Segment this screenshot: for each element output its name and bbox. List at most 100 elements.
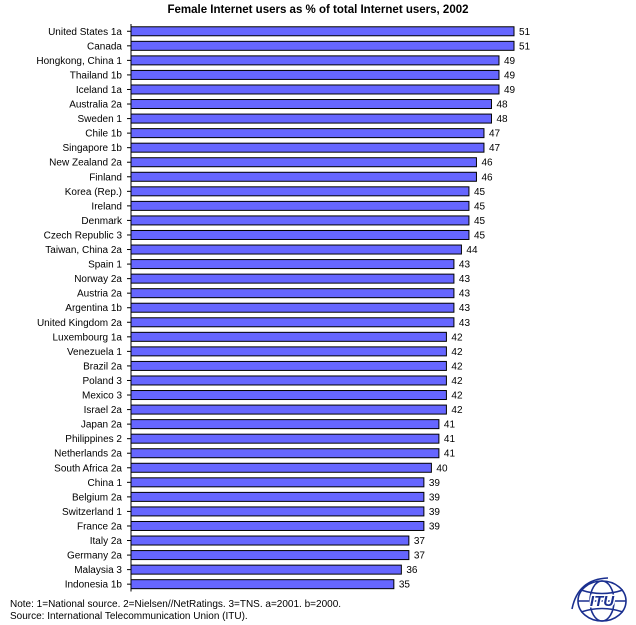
bar [130,171,477,182]
bar [130,229,470,240]
value-label: 51 [519,41,531,52]
category-label: Taiwan, China 2a [45,245,122,256]
value-label: 43 [459,303,471,314]
value-label: 48 [496,114,508,125]
category-label: Australia 2a [69,100,122,111]
bar [130,375,447,386]
bar [130,433,440,444]
category-label: Philippines 2 [65,434,122,445]
category-label: Korea (Rep.) [65,187,122,198]
category-label: Israel 2a [84,405,123,416]
category-label: Iceland 1a [76,85,123,96]
value-label: 49 [504,70,516,81]
value-label: 36 [406,565,418,576]
value-label: 47 [489,143,501,154]
value-label: 44 [466,245,478,256]
bar [130,346,447,357]
bar [130,302,455,313]
value-label: 46 [481,158,493,169]
category-label: Mexico 3 [82,391,122,402]
value-label: 39 [429,478,441,489]
category-label: Netherlands 2a [54,449,122,460]
bar [130,99,492,110]
itu-logo: ITU [571,577,627,622]
category-label: Ireland [91,201,122,212]
category-label: Hongkong, China 1 [36,56,122,67]
value-label: 41 [444,449,456,460]
value-label: 48 [496,100,508,111]
category-label: Luxembourg 1a [53,332,123,343]
value-label: 42 [451,376,463,387]
bar [130,404,447,415]
bar [130,506,425,517]
bar [130,157,477,168]
category-label: Malaysia 3 [74,565,122,576]
value-label: 47 [489,129,501,140]
chart-title: Female Internet users as % of total Inte… [167,4,469,16]
value-label: 45 [474,187,486,198]
value-label: 46 [481,172,493,183]
category-label: New Zealand 2a [49,158,122,169]
bar [130,317,455,328]
value-label: 41 [444,434,456,445]
bar [130,520,425,531]
category-label: Thailand 1b [70,70,123,81]
value-label: 43 [459,318,471,329]
value-label: 45 [474,230,486,241]
bar [130,550,410,561]
bar [130,390,447,401]
bar [130,477,425,488]
value-label: 39 [429,507,441,518]
value-label: 51 [519,27,531,38]
value-label: 39 [429,492,441,503]
bar [130,69,500,80]
value-label: 41 [444,420,456,431]
bar [130,40,515,51]
value-label: 45 [474,216,486,227]
category-label: Spain 1 [88,260,122,271]
category-label: Indonesia 1b [65,580,123,591]
bar [130,55,500,66]
category-label: Switzerland 1 [62,507,122,518]
category-label: Canada [87,41,122,52]
value-label: 49 [504,85,516,96]
category-label: Brazil 2a [83,361,122,372]
value-label: 40 [436,463,448,474]
category-label: Belgium 2a [72,492,122,503]
source-line: Source: International Telecommunication … [10,611,248,622]
bar [130,215,470,226]
value-label: 49 [504,56,516,67]
category-label: South Africa 2a [54,463,122,474]
bar [130,535,410,546]
bar [130,273,455,284]
bar [130,244,462,255]
value-label: 43 [459,289,471,300]
value-label: 43 [459,274,471,285]
bar [130,331,447,342]
category-label: France 2a [77,521,122,532]
bar [130,419,440,430]
bar [130,128,485,139]
globe-icon [571,577,627,622]
category-label: Germany 2a [67,551,122,562]
value-label: 42 [451,391,463,402]
bar [130,26,515,37]
value-label: 42 [451,405,463,416]
value-label: 37 [414,551,426,562]
chart-footnote: Note: 1=National source. 2=Nielsen//NetR… [10,599,341,623]
category-label: United States 1a [48,27,122,38]
bar [130,113,492,124]
bar [130,448,440,459]
category-label: Czech Republic 3 [44,230,123,241]
bar-chart: United States 1a 51 Canada 51 Hongkong, Chin… [36,24,531,592]
bar [130,579,395,590]
category-label: Italy 2a [90,536,123,547]
category-label: Argentina 1b [65,303,122,314]
category-label: Denmark [81,216,123,227]
category-label: Venezuela 1 [67,347,122,358]
bar [130,142,485,153]
category-label: Sweden 1 [78,114,123,125]
category-label: Finland [89,172,122,183]
value-label: 42 [451,332,463,343]
bar [130,84,500,95]
